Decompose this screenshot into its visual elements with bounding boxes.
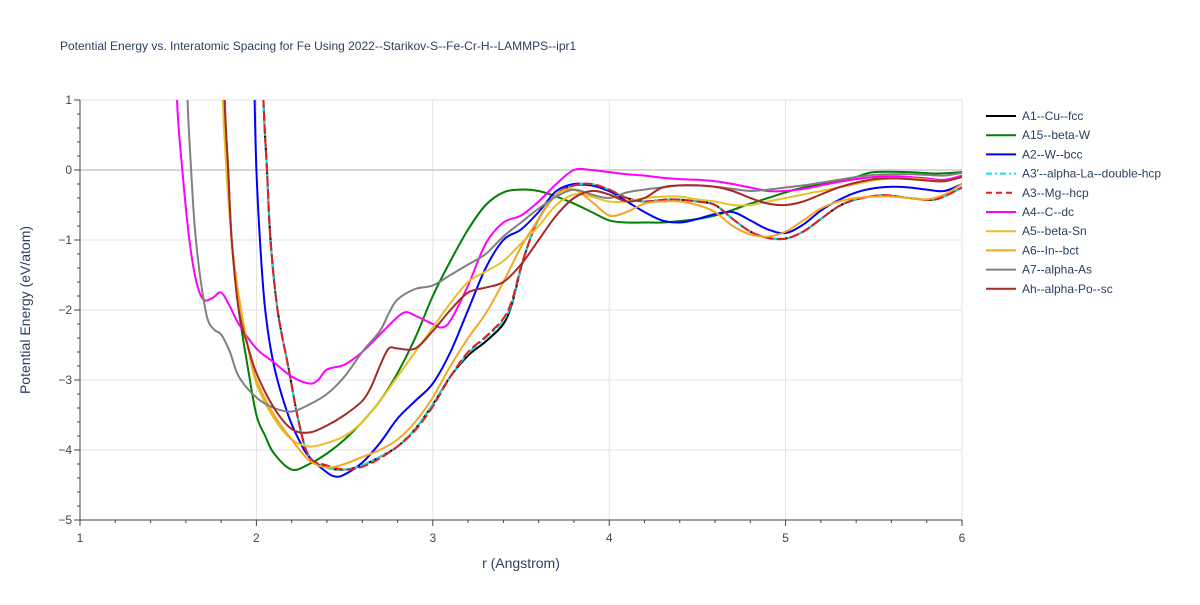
series-line-7 [221,100,962,448]
x-tick-label: 4 [606,531,613,545]
legend-item[interactable]: A4--C--dc [986,205,1074,219]
legend-item[interactable]: Ah--alpha-Po--sc [986,282,1113,296]
legend-label: A3--Mg--hcp [1022,186,1089,200]
legend-label: A3'--alpha-La--double-hcp [1022,167,1161,181]
series-lines [176,100,962,478]
x-axis-title: r (Angstrom) [482,555,560,571]
chart-title: Potential Energy vs. Interatomic Spacing… [60,39,576,53]
x-tick-label: 3 [429,531,436,545]
x-tick-label: 6 [959,531,966,545]
legend-item[interactable]: A3'--alpha-La--double-hcp [986,167,1161,181]
legend-label: A1--Cu--fcc [1022,109,1083,123]
series-line-10 [223,100,962,434]
y-tick-label: −4 [58,443,72,457]
y-tick-label: −3 [58,373,72,387]
legend-label: A7--alpha-As [1022,263,1092,277]
legend-item[interactable]: A6--In--bct [986,243,1079,257]
series-line-6 [176,100,962,385]
legend-label: Ah--alpha-Po--sc [1022,282,1113,296]
legend[interactable]: A1--Cu--fcc A15--beta-W A2--W--bcc A3'--alp… [986,109,1161,296]
x-tick-label: 5 [782,531,789,545]
legend-item[interactable]: A1--Cu--fcc [986,109,1083,123]
legend-item[interactable]: A3--Mg--hcp [986,186,1089,200]
series-line-9 [186,100,962,413]
legend-item[interactable]: A2--W--bcc [986,147,1082,161]
legend-label: A6--In--bct [1022,243,1079,257]
y-tick-label: 0 [65,163,72,177]
grid-lines [80,99,963,520]
legend-item[interactable]: A5--beta-Sn [986,224,1087,238]
legend-item[interactable]: A15--beta-W [986,128,1091,142]
legend-label: A15--beta-W [1022,128,1091,142]
y-tick-label: −5 [58,513,72,527]
legend-item[interactable]: A7--alpha-As [986,263,1092,277]
legend-label: A4--C--dc [1022,205,1074,219]
x-tick-label: 2 [253,531,260,545]
y-tick-label: −1 [58,233,72,247]
y-axis-title: Potential Energy (eV/atom) [17,226,33,394]
series-line-5 [262,100,962,471]
axes: 1 2 3 4 5 6 −5 −4 −3 −2 −1 0 1 [58,93,965,545]
legend-label: A5--beta-Sn [1022,224,1087,238]
x-tick-label: 1 [77,531,84,545]
y-tick-label: 1 [65,93,72,107]
legend-label: A2--W--bcc [1022,147,1082,161]
y-tick-label: −2 [58,303,72,317]
